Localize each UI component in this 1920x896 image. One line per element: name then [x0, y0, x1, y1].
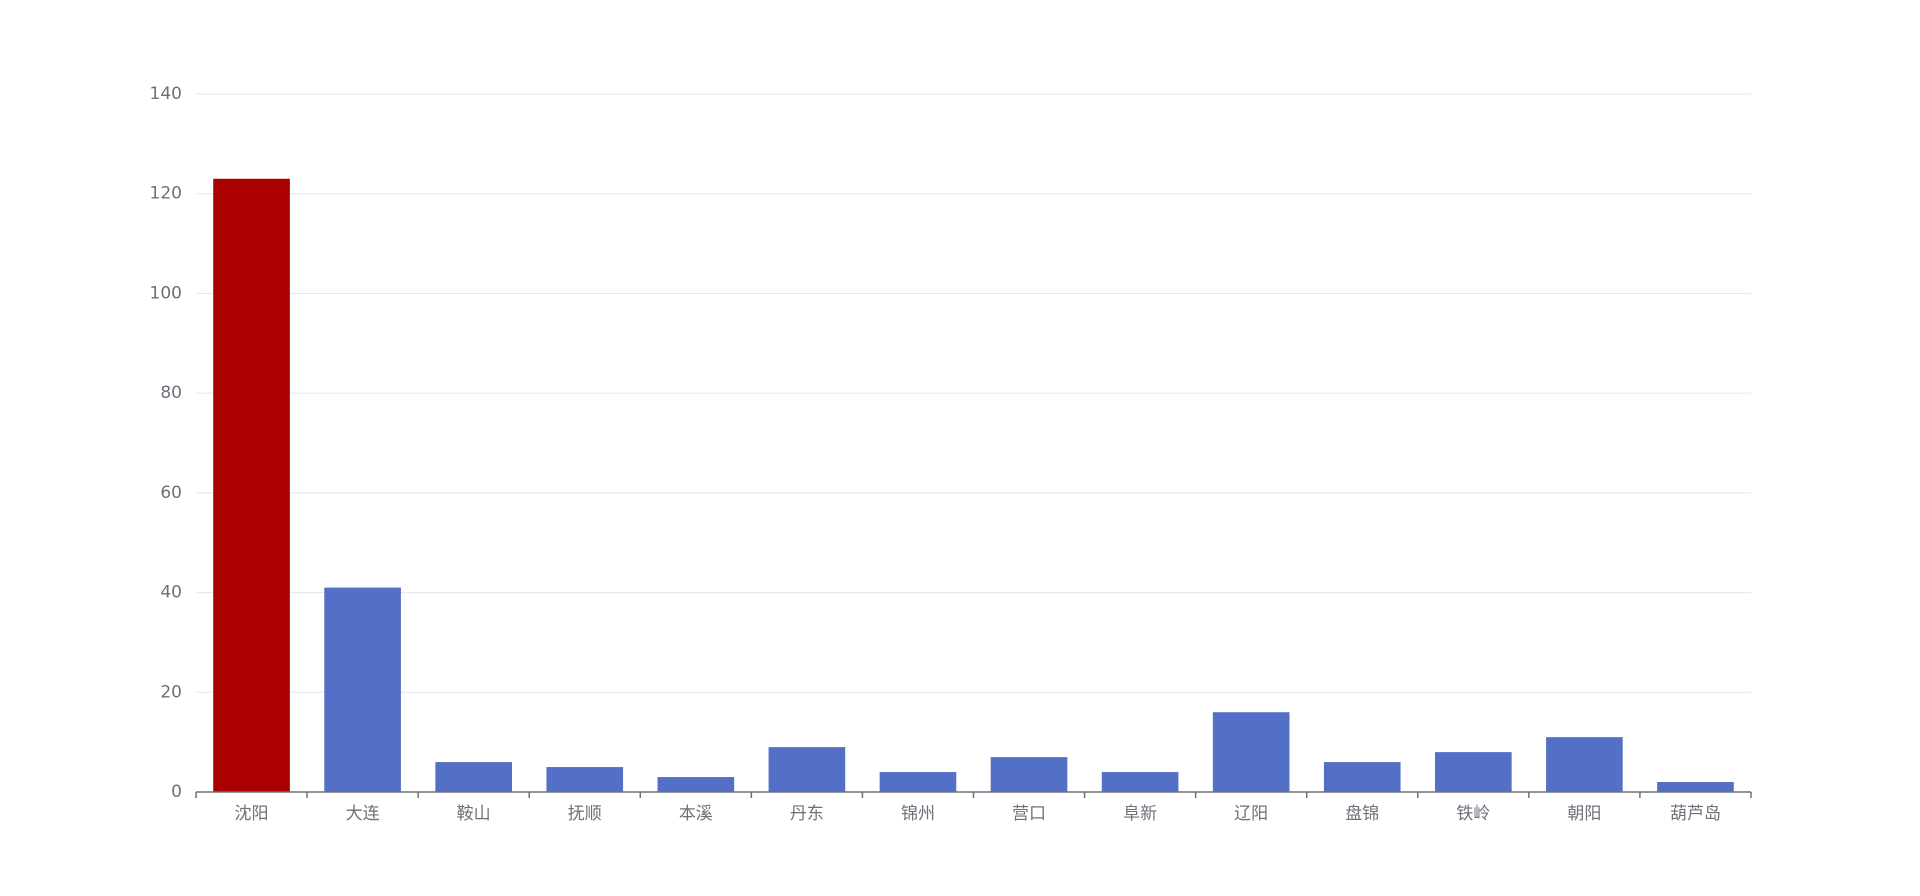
y-tick-label: 0 — [171, 782, 182, 802]
bar — [1323, 762, 1401, 792]
y-tick-label: 60 — [160, 483, 182, 503]
bar — [1435, 752, 1512, 792]
x-tick-label: 锦州 — [901, 804, 935, 824]
x-tick-label: 辽阳 — [1234, 804, 1268, 824]
x-tick-label: 盘锦 — [1345, 804, 1379, 824]
bar — [1657, 782, 1734, 792]
bar — [879, 772, 957, 792]
y-tick-label: 120 — [150, 184, 182, 204]
x-tick-label: 鞍山 — [457, 804, 491, 824]
x-tick-label: 大连 — [346, 804, 380, 824]
x-tick-label: 铁岭 — [1456, 804, 1490, 824]
bar — [768, 747, 846, 792]
y-tick-label: 20 — [160, 682, 182, 702]
x-tick-label: 丹东 — [790, 804, 824, 824]
bar — [1212, 712, 1290, 792]
bar — [324, 587, 401, 792]
x-tick-label: 营口 — [1012, 804, 1046, 824]
x-tick-label: 葫芦岛 — [1670, 804, 1721, 824]
x-tick-label: 沈阳 — [235, 804, 269, 824]
y-tick-label: 80 — [160, 383, 182, 403]
x-tick-label: 阜新 — [1123, 804, 1157, 824]
bar — [1546, 737, 1623, 792]
bar — [546, 767, 624, 792]
bar — [990, 757, 1068, 792]
bar — [213, 178, 290, 792]
bar — [1101, 772, 1179, 792]
bar — [657, 777, 735, 792]
bar — [435, 762, 512, 792]
x-tick-label: 抚顺 — [568, 804, 602, 824]
x-tick-label: 朝阳 — [1567, 804, 1601, 824]
y-tick-label: 40 — [160, 583, 182, 603]
y-tick-label: 100 — [150, 283, 182, 303]
y-tick-label: 140 — [150, 84, 182, 104]
x-tick-label: 本溪 — [679, 804, 713, 824]
